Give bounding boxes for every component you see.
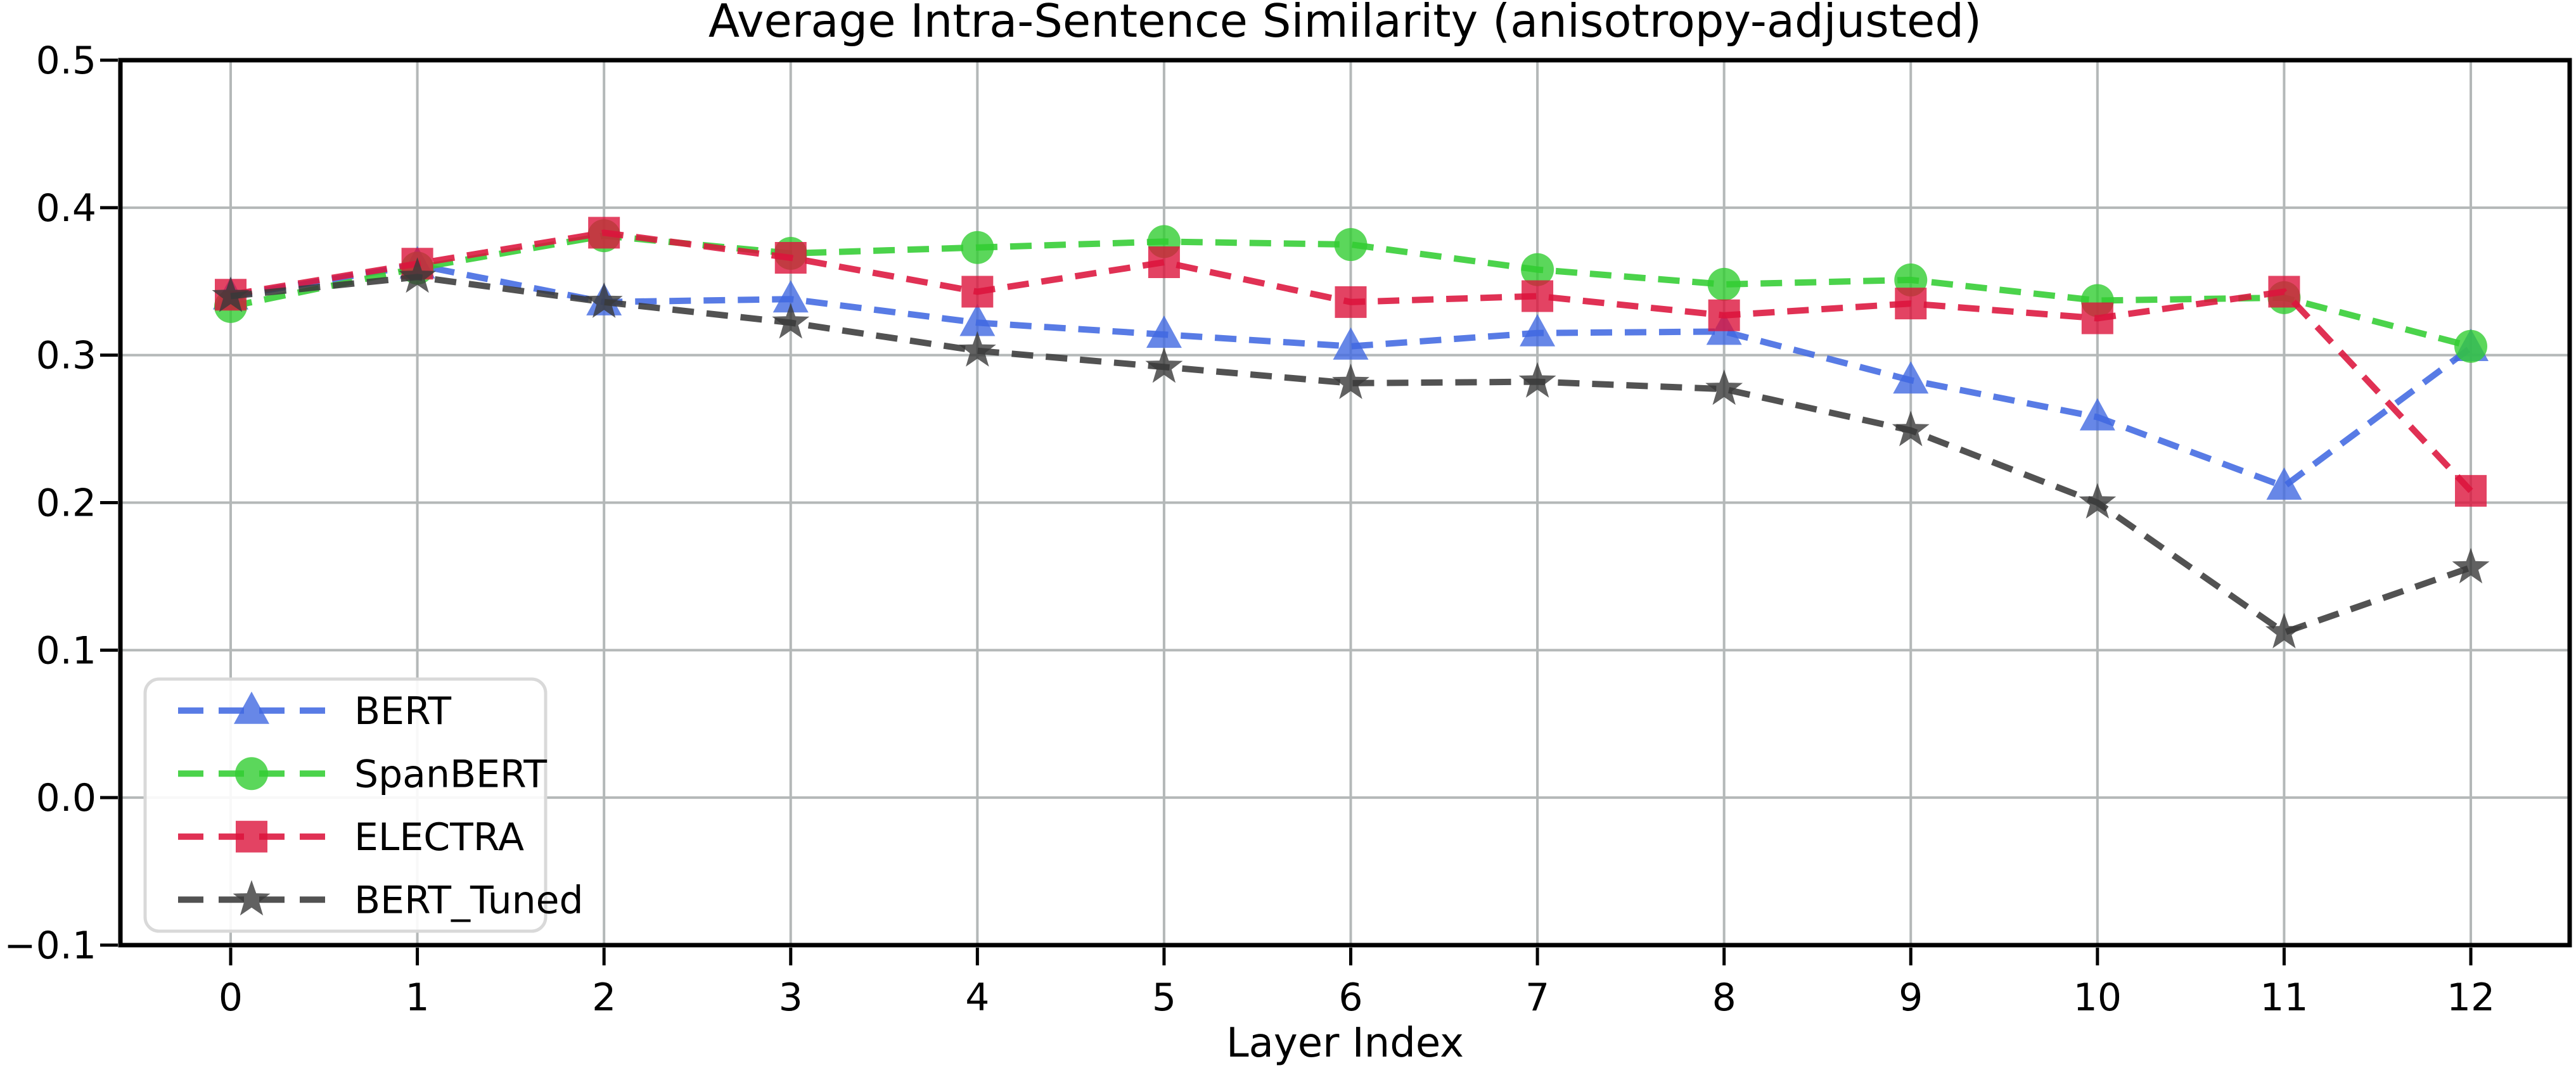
data-point-ELECTRA xyxy=(1148,246,1180,278)
data-point-BERT_Tuned xyxy=(1145,347,1183,383)
x-tick-label: 10 xyxy=(2073,976,2122,1020)
data-point-ELECTRA xyxy=(774,241,807,274)
x-tick-label: 12 xyxy=(2447,976,2495,1020)
data-point-ELECTRA xyxy=(1335,286,1367,318)
x-tick-label: 4 xyxy=(965,976,989,1020)
data-point-BERT_Tuned xyxy=(1332,363,1369,399)
legend-label-SpanBERT: SpanBERT xyxy=(354,752,547,796)
x-tick-label: 5 xyxy=(1152,976,1176,1020)
data-point-ELECTRA xyxy=(2268,276,2300,308)
data-point-BERT_Tuned xyxy=(958,331,996,367)
x-tick-label: 9 xyxy=(1899,976,1923,1020)
data-point-ELECTRA xyxy=(588,217,620,249)
data-point-SpanBERT xyxy=(1521,253,1554,286)
legend-marker-BERT_Tuned xyxy=(233,880,271,916)
data-point-BERT xyxy=(1520,314,1556,346)
data-point-BERT xyxy=(959,303,996,336)
data-point-ELECTRA xyxy=(1708,299,1740,331)
data-point-SpanBERT xyxy=(1707,267,1741,301)
data-point-BERT xyxy=(2079,398,2115,431)
x-tick-label: 1 xyxy=(405,976,429,1020)
x-tick-label: 6 xyxy=(1338,976,1362,1020)
legend-label-BERT_Tuned: BERT_Tuned xyxy=(354,878,584,922)
data-point-BERT_Tuned xyxy=(2265,613,2303,649)
x-tick-label: 2 xyxy=(592,976,616,1020)
data-point-BERT_Tuned xyxy=(2452,547,2490,583)
x-tick-label: 0 xyxy=(219,976,243,1020)
y-tick-label: 0.4 xyxy=(36,186,96,231)
data-point-BERT_Tuned xyxy=(772,303,810,339)
data-point-ELECTRA xyxy=(2081,302,2113,334)
y-tick-label: −0.1 xyxy=(4,924,96,968)
data-point-BERT xyxy=(1893,361,1929,394)
y-tick-label: 0.1 xyxy=(36,628,96,673)
data-point-BERT_Tuned xyxy=(1892,410,1930,447)
data-point-BERT xyxy=(1146,315,1182,348)
legend-box xyxy=(143,677,548,933)
chart-title: Average Intra-Sentence Similarity (aniso… xyxy=(708,0,1982,48)
data-point-BERT_Tuned xyxy=(1518,362,1556,398)
data-point-ELECTRA xyxy=(2454,474,2487,507)
legend-marker-ELECTRA xyxy=(236,820,267,853)
x-tick-label: 11 xyxy=(2260,976,2308,1020)
axes-box xyxy=(118,58,2572,948)
data-point-ELECTRA xyxy=(1895,288,1927,320)
x-tick-label: 7 xyxy=(1525,976,1549,1020)
x-tick-label: 8 xyxy=(1712,976,1736,1020)
data-point-BERT xyxy=(2266,467,2302,500)
y-tick-label: 0.2 xyxy=(36,481,96,526)
y-tick-label: 0.3 xyxy=(36,334,96,378)
data-point-BERT_Tuned xyxy=(585,282,623,318)
y-tick-label: 0.0 xyxy=(36,776,96,820)
legend-label-ELECTRA: ELECTRA xyxy=(354,815,524,860)
legend-label-BERT: BERT xyxy=(354,689,451,734)
x-axis-label: Layer Index xyxy=(1226,1020,1464,1067)
data-point-BERT_Tuned xyxy=(2079,483,2117,519)
y-tick-label: 0.5 xyxy=(36,39,96,83)
data-point-SpanBERT xyxy=(2454,329,2487,363)
legend-marker-SpanBERT xyxy=(235,757,268,791)
data-point-BERT_Tuned xyxy=(1705,369,1743,405)
data-point-BERT xyxy=(1333,327,1369,360)
data-point-ELECTRA xyxy=(961,276,994,308)
data-point-BERT xyxy=(772,280,809,313)
data-point-ELECTRA xyxy=(1522,280,1554,312)
data-point-SpanBERT xyxy=(961,231,994,264)
legend-marker-BERT xyxy=(234,691,269,724)
x-tick-label: 3 xyxy=(779,976,803,1020)
data-point-BERT_Tuned xyxy=(212,276,250,312)
data-point-SpanBERT xyxy=(1334,228,1368,262)
data-point-BERT_Tuned xyxy=(399,257,437,293)
